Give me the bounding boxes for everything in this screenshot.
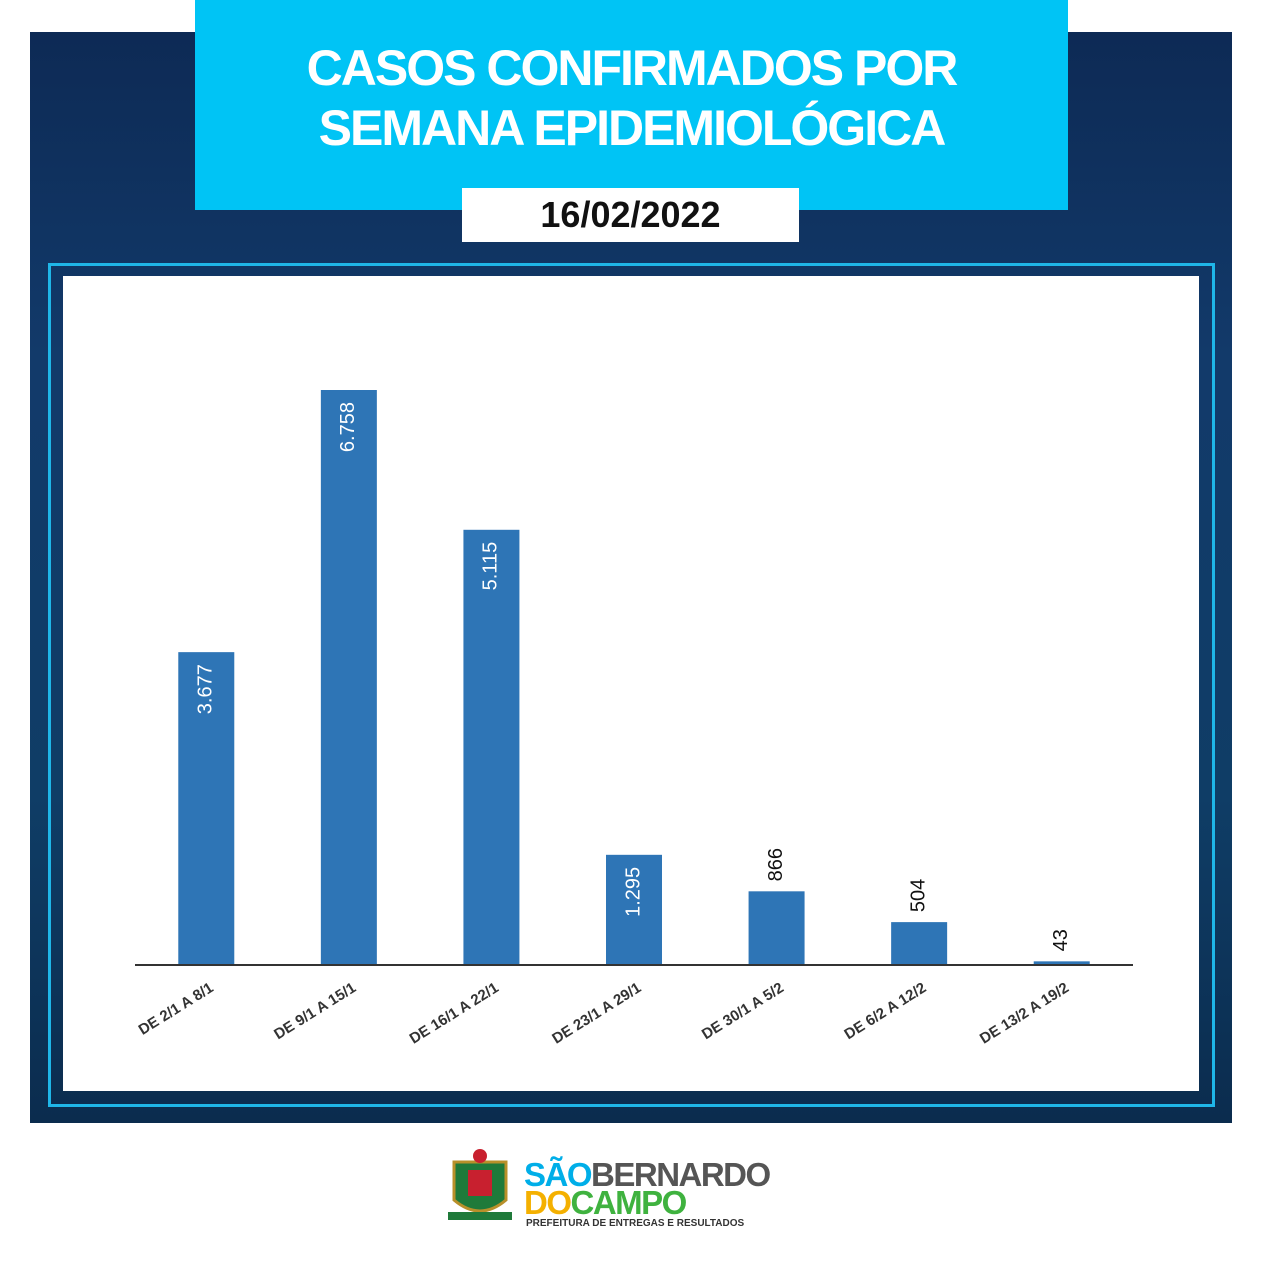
frame — [48, 263, 1215, 1107]
bar — [463, 529, 520, 965]
date: 16/02/2022 — [462, 188, 799, 242]
logo-tagline: PREFEITURA DE ENTREGAS E RESULTADOS — [526, 1218, 745, 1229]
bar — [1033, 961, 1090, 965]
logo: SÃOBERNARDO DOCAMPO PREFEITURA DE ENTREG… — [440, 1140, 840, 1235]
bar — [320, 390, 377, 965]
value-label: 6.758 — [337, 402, 359, 452]
value-label: 3.677 — [195, 664, 217, 714]
crest — [448, 1149, 512, 1220]
chart-title: CASOS CONFIRMADOS POR SEMANA EPIDEMIOLÓG… — [306, 40, 959, 156]
value-label: 5.115 — [480, 542, 502, 591]
title-box: CASOS CONFIRMADOS POR SEMANA EPIDEMIOLÓG… — [195, 0, 1068, 210]
bar — [178, 652, 235, 965]
value-label: 504 — [907, 879, 929, 912]
bar — [891, 922, 948, 965]
logo-text: BERNARDO — [591, 1156, 771, 1193]
logo-text: DO — [524, 1184, 572, 1221]
value-label: 1.295 — [622, 867, 644, 917]
bar — [748, 891, 805, 965]
logo-text: CAMPO — [570, 1184, 688, 1221]
value-label: 866 — [765, 848, 787, 881]
bar — [606, 854, 662, 965]
value-label: 43 — [1050, 929, 1072, 951]
logo-text: SÃO — [524, 1156, 593, 1193]
